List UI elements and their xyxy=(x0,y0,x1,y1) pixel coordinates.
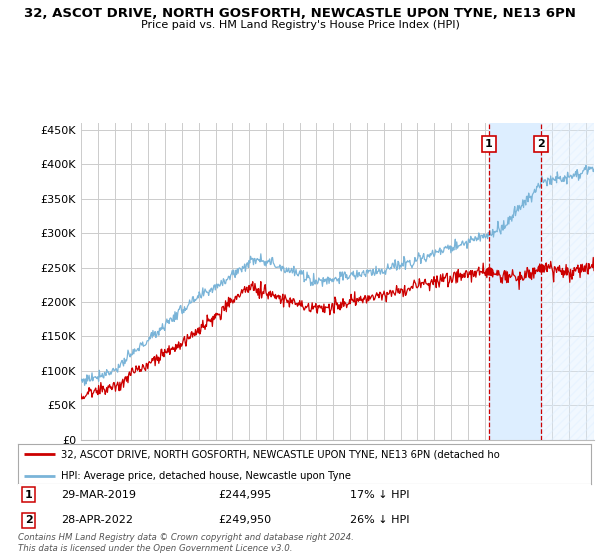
Text: 29-MAR-2019: 29-MAR-2019 xyxy=(61,489,136,500)
Text: 1: 1 xyxy=(485,139,493,149)
Bar xyxy=(489,123,541,440)
Text: £249,950: £249,950 xyxy=(218,515,272,525)
Text: 1: 1 xyxy=(25,489,32,500)
Text: 32, ASCOT DRIVE, NORTH GOSFORTH, NEWCASTLE UPON TYNE, NE13 6PN: 32, ASCOT DRIVE, NORTH GOSFORTH, NEWCAST… xyxy=(24,7,576,20)
Text: 28-APR-2022: 28-APR-2022 xyxy=(61,515,133,525)
Text: 26% ↓ HPI: 26% ↓ HPI xyxy=(350,515,410,525)
Text: HPI: Average price, detached house, Newcastle upon Tyne: HPI: Average price, detached house, Newc… xyxy=(61,470,351,480)
Bar xyxy=(541,123,594,440)
Text: 2: 2 xyxy=(25,515,32,525)
Text: £244,995: £244,995 xyxy=(218,489,272,500)
Text: 32, ASCOT DRIVE, NORTH GOSFORTH, NEWCASTLE UPON TYNE, NE13 6PN (detached ho: 32, ASCOT DRIVE, NORTH GOSFORTH, NEWCAST… xyxy=(61,449,500,459)
Text: 17% ↓ HPI: 17% ↓ HPI xyxy=(350,489,410,500)
Text: Contains HM Land Registry data © Crown copyright and database right 2024.
This d: Contains HM Land Registry data © Crown c… xyxy=(18,533,354,553)
Text: Price paid vs. HM Land Registry's House Price Index (HPI): Price paid vs. HM Land Registry's House … xyxy=(140,20,460,30)
Text: 2: 2 xyxy=(537,139,545,149)
